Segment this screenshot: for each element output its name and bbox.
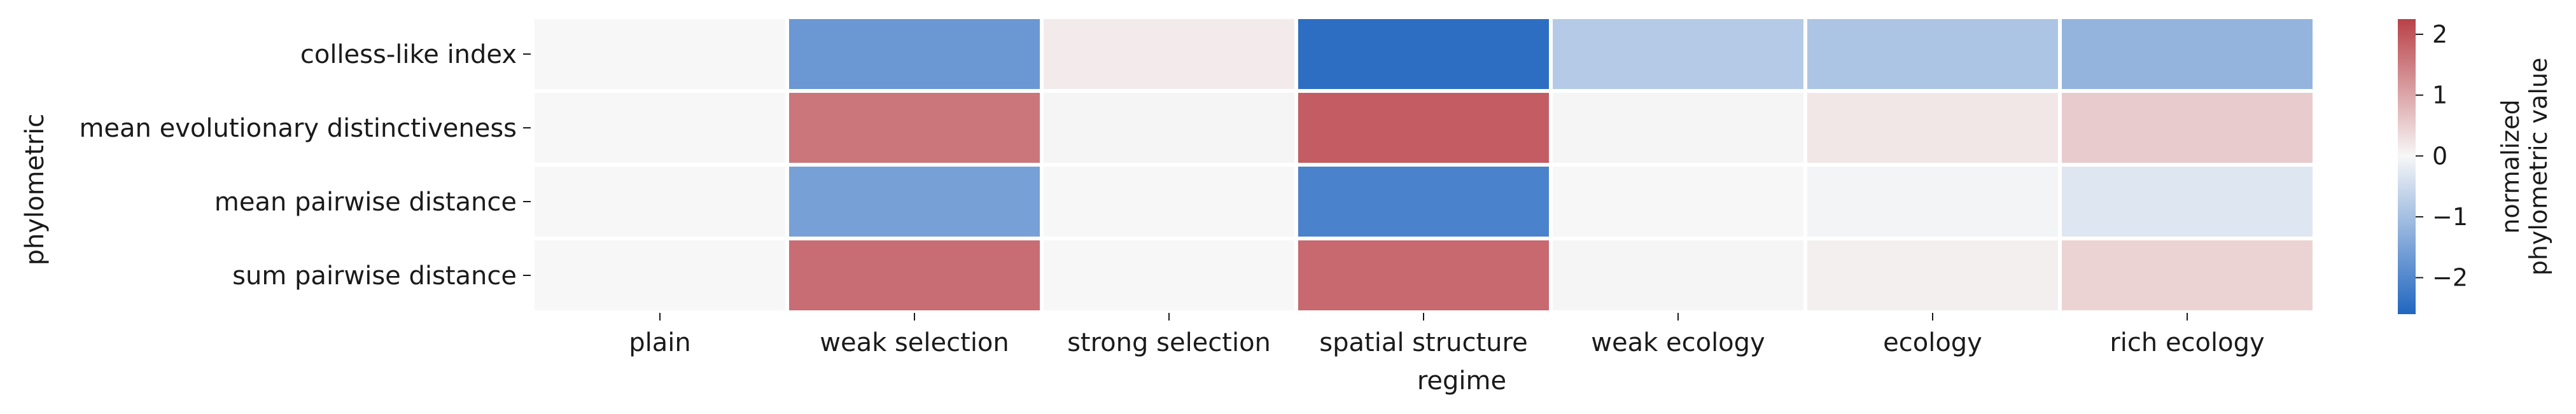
- y-tick-labels: colless-like index mean evolutionary dist…: [79, 40, 531, 291]
- heatmap-cell: [789, 93, 1040, 163]
- colorbar-ticks: 2 1 0 −1 −2: [2416, 20, 2468, 292]
- colorbar-label-line-1: normalized: [2496, 99, 2524, 233]
- heatmap-cell: [2062, 93, 2313, 163]
- heatmap-cell: [789, 19, 1040, 89]
- x-tick-label: strong selection: [1067, 328, 1271, 357]
- x-tick-label: rich ecology: [2110, 328, 2264, 357]
- heatmap-cell: [1044, 93, 1294, 163]
- heatmap-cells: [535, 19, 2313, 310]
- heatmap-cell: [535, 167, 785, 237]
- heatmap-cell: [535, 19, 785, 89]
- heatmap-cell: [535, 93, 785, 163]
- y-tick-label: mean pairwise distance: [214, 188, 517, 217]
- heatmap-cell: [1807, 167, 2058, 237]
- heatmap-cell: [1553, 167, 1803, 237]
- heatmap-cell: [1807, 19, 2058, 89]
- colorbar-tick-label: 0: [2432, 142, 2447, 170]
- x-tick-label: spatial structure: [1319, 328, 1527, 357]
- y-tick-label: mean evolutionary distinctiveness: [79, 114, 517, 143]
- heatmap-cell: [1298, 167, 1549, 237]
- y-tick-label: colless-like index: [300, 40, 517, 69]
- heatmap-cell: [535, 240, 785, 310]
- heatmap-cell: [789, 167, 1040, 237]
- y-tick-label: sum pairwise distance: [232, 261, 517, 291]
- colorbar-tick-label: −2: [2432, 264, 2468, 292]
- x-tick-labels: plain weak selection strong selection spati…: [629, 313, 2265, 357]
- heatmap-cell: [1044, 19, 1294, 89]
- colorbar-tick-label: 2: [2432, 20, 2447, 48]
- heatmap-cell: [2062, 167, 2313, 237]
- heatmap-cell: [2062, 240, 2313, 310]
- x-tick-label: weak ecology: [1591, 328, 1765, 357]
- heatmap-cell: [1044, 167, 1294, 237]
- heatmap-cell: [1044, 240, 1294, 310]
- heatmap-cell: [789, 240, 1040, 310]
- heatmap-cell: [1298, 240, 1549, 310]
- heatmap-cell: [1807, 240, 2058, 310]
- heatmap-cell: [1807, 93, 2058, 163]
- colorbar-tick-label: 1: [2432, 81, 2447, 109]
- colorbar-tick-label: −1: [2432, 203, 2468, 231]
- heatmap-cell: [1553, 93, 1803, 163]
- x-tick-label: plain: [629, 328, 690, 357]
- x-axis-title: regime: [1417, 366, 1506, 396]
- colorbar: [2398, 19, 2416, 314]
- colorbar-label-line-2: phylometric value: [2524, 58, 2552, 276]
- heatmap-cell: [1553, 240, 1803, 310]
- heatmap-cell: [1298, 93, 1549, 163]
- x-tick-label: ecology: [1883, 328, 1982, 357]
- heatmap-cell: [1553, 19, 1803, 89]
- heatmap-cell: [1298, 19, 1549, 89]
- x-tick-label: weak selection: [820, 328, 1009, 357]
- y-axis-title: phylometric: [20, 114, 50, 266]
- heatmap-cell: [2062, 19, 2313, 89]
